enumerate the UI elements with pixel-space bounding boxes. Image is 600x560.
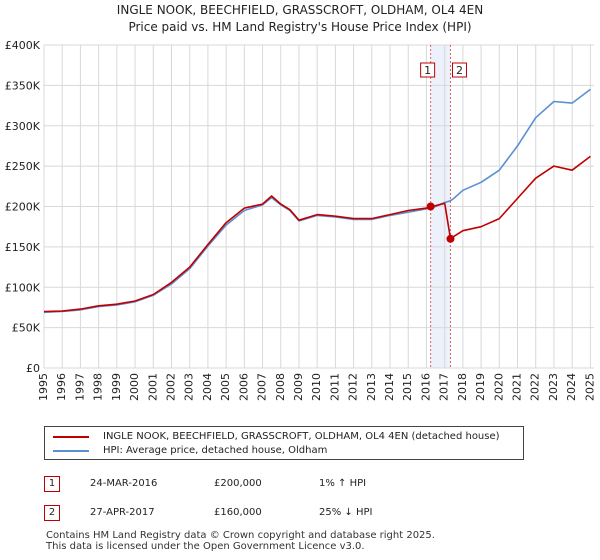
sale-price-1: £200,000 — [214, 478, 262, 489]
x-tick-label: 2015 — [401, 373, 414, 401]
x-tick-label: 1996 — [55, 373, 68, 401]
chart-title: INGLE NOOK, BEECHFIELD, GRASSCROFT, OLDH… — [117, 3, 483, 17]
x-tick-label: 2024 — [565, 373, 578, 401]
sale-point-1 — [426, 202, 435, 211]
y-tick-label: £0 — [26, 362, 40, 375]
x-tick-label: 2005 — [219, 373, 232, 401]
x-tick-label: 2025 — [583, 373, 596, 401]
sale-marker-2: 2 — [44, 505, 60, 521]
legend-label-hpi: HPI: Average price, detached house, Oldh… — [103, 445, 328, 456]
y-tick-label: £150K — [5, 241, 41, 254]
x-tick-label: 2011 — [328, 373, 341, 401]
x-tick-label: 2019 — [474, 373, 487, 401]
x-tick-label: 2006 — [237, 373, 250, 401]
x-tick-label: 2016 — [419, 373, 432, 401]
x-tick-label: 2014 — [383, 373, 396, 401]
annotation-label-1: 1 — [424, 64, 431, 77]
x-tick-label: 2009 — [292, 373, 305, 401]
chart-legend: INGLE NOOK, BEECHFIELD, GRASSCROFT, OLDH… — [44, 426, 524, 460]
legend-label-property: INGLE NOOK, BEECHFIELD, GRASSCROFT, OLDH… — [103, 431, 500, 442]
x-tick-label: 2020 — [492, 373, 505, 401]
sale-price-2: £160,000 — [214, 507, 262, 518]
x-tick-label: 2010 — [310, 373, 323, 401]
y-tick-label: £200K — [5, 201, 41, 214]
legend-item-property: INGLE NOOK, BEECHFIELD, GRASSCROFT, OLDH… — [53, 430, 500, 444]
footer-line-2: This data is licensed under the Open Gov… — [46, 541, 365, 552]
series-line-property — [43, 155, 591, 313]
legend-swatch-hpi — [53, 450, 89, 452]
x-tick-label: 2021 — [511, 373, 524, 401]
x-tick-label: 2018 — [456, 373, 469, 401]
price-chart: INGLE NOOK, BEECHFIELD, GRASSCROFT, OLDH… — [5, 3, 597, 401]
x-tick-label: 2022 — [529, 373, 542, 401]
legend-swatch-property — [53, 436, 89, 438]
x-tick-label: 2013 — [365, 373, 378, 401]
x-tick-label: 1997 — [73, 373, 86, 401]
x-tick-label: 1995 — [37, 373, 50, 401]
y-tick-label: £350K — [5, 79, 41, 92]
y-tick-label: £250K — [5, 160, 41, 173]
x-tick-label: 2007 — [256, 373, 269, 401]
legend-item-hpi: HPI: Average price, detached house, Oldh… — [53, 444, 327, 458]
annotation-box-2 — [451, 62, 467, 78]
x-tick-label: 2023 — [547, 373, 560, 401]
y-tick-label: £300K — [5, 120, 41, 133]
sale-point-2 — [446, 234, 455, 243]
annotation-label-2: 2 — [456, 64, 463, 77]
x-tick-label: 2002 — [164, 373, 177, 401]
x-tick-label: 1999 — [110, 373, 123, 401]
sale-hpi-2: 25% ↓ HPI — [319, 507, 373, 518]
footer-attribution: Contains HM Land Registry data © Crown c… — [46, 530, 435, 552]
sale-hpi-1: 1% ↑ HPI — [319, 478, 367, 489]
x-tick-label: 2008 — [274, 373, 287, 401]
chart-subtitle: Price paid vs. HM Land Registry's House … — [128, 20, 471, 34]
x-tick-label: 2017 — [438, 373, 451, 401]
x-tick-label: 1998 — [92, 373, 105, 401]
y-tick-label: £50K — [12, 322, 41, 335]
y-tick-label: £100K — [5, 281, 41, 294]
x-tick-label: 2003 — [183, 373, 196, 401]
sale-date-1: 24-MAR-2016 — [90, 478, 158, 489]
x-tick-label: 2000 — [128, 373, 141, 401]
y-tick-label: £400K — [5, 39, 41, 52]
sale-date-2: 27-APR-2017 — [90, 507, 155, 518]
x-tick-label: 2012 — [347, 373, 360, 401]
sale-marker-1: 1 — [44, 476, 60, 492]
x-tick-label: 2001 — [146, 373, 159, 401]
x-tick-label: 2004 — [201, 373, 214, 401]
footer-line-1: Contains HM Land Registry data © Crown c… — [46, 530, 435, 541]
annotation-box-1 — [420, 62, 436, 78]
